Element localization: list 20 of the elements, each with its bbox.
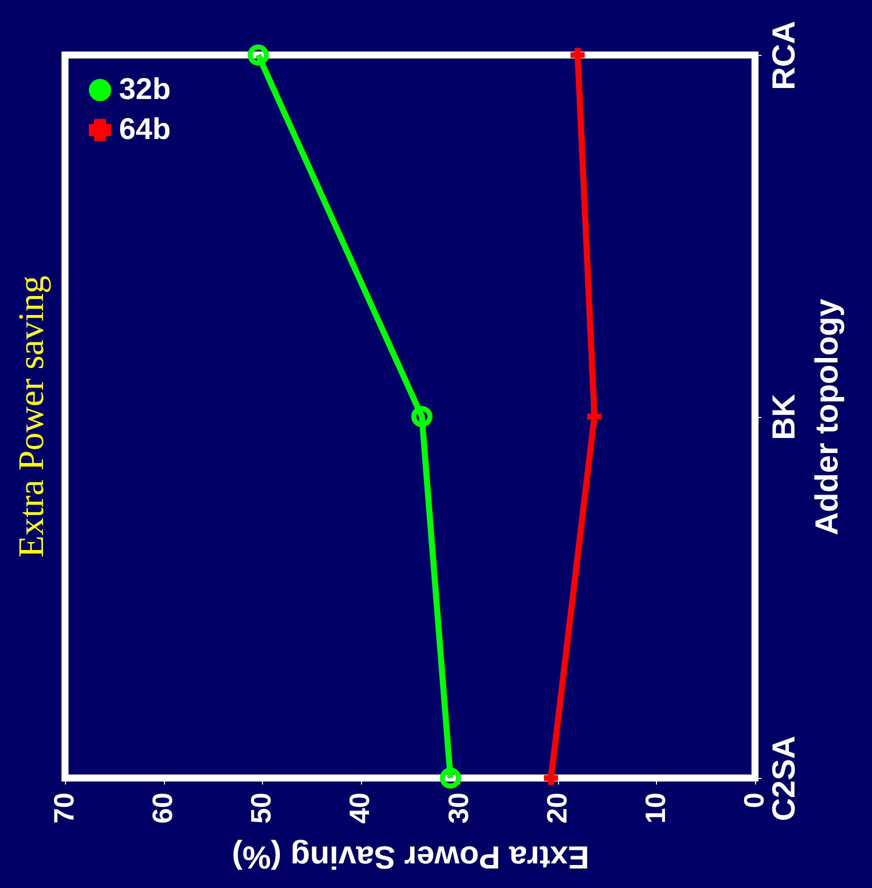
point xyxy=(411,406,432,428)
point xyxy=(587,409,602,424)
y-tick-label: BK xyxy=(766,394,802,440)
point xyxy=(544,770,558,786)
x-tick-label: 20 xyxy=(541,792,572,824)
x-tick-label: 10 xyxy=(640,792,671,824)
point xyxy=(570,48,585,62)
x-tick-label: 30 xyxy=(442,792,474,824)
legend-label: 32b xyxy=(119,73,171,106)
x-tick-label: 40 xyxy=(344,792,376,824)
point xyxy=(440,767,461,789)
x-tick-label: 60 xyxy=(147,792,178,824)
legend-label: 64b xyxy=(119,113,171,146)
point xyxy=(248,44,269,66)
y-axis-title: Adder topology xyxy=(808,298,844,536)
text: Extra Power saving xyxy=(11,276,51,558)
x-axis-title: Extra Power Saving (%) xyxy=(232,840,590,876)
x-tick-label: 70 xyxy=(48,792,80,824)
y-tick-label: RCA xyxy=(766,20,802,90)
x-tick-label: 50 xyxy=(246,792,277,824)
